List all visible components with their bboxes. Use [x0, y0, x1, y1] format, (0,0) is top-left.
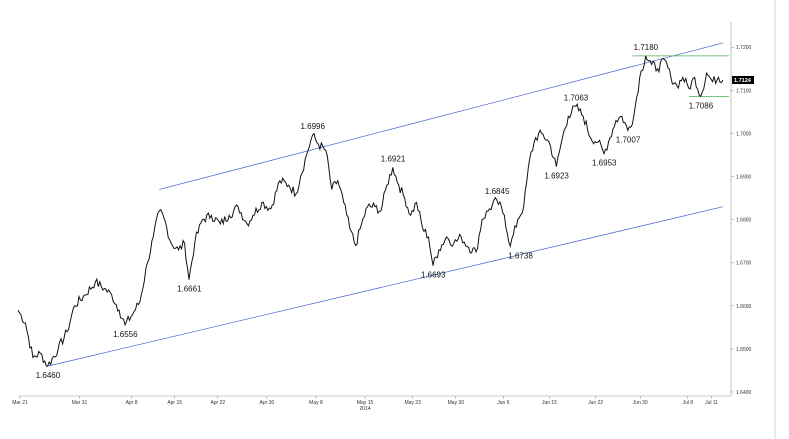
- y-tick-label: 1.6800: [736, 218, 752, 224]
- x-tick-label: May 8: [309, 400, 323, 406]
- x-tick-label: Jul 8: [683, 400, 694, 406]
- price-annotation: 1.6556: [113, 330, 138, 339]
- x-axis: Mar 21 Mar 31 Apr 8 Apr 15 Apr 22 Apr 30 May 8…: [12, 396, 718, 412]
- price-annotation: 1.6953: [592, 159, 617, 168]
- y-tick-label: 1.6500: [736, 347, 752, 353]
- x-tick-label: Jun 15: [542, 400, 557, 406]
- trend-channel: [47, 42, 724, 367]
- price-annotation: 1.6921: [381, 154, 406, 163]
- x-tick-label: Jul 11: [705, 400, 718, 406]
- year-label: 2014: [360, 406, 371, 412]
- x-tick-label: May 30: [448, 400, 465, 406]
- y-tick-label: 1.7000: [736, 131, 752, 137]
- price-annotation: 1.6460: [36, 371, 61, 380]
- y-tick-label: 1.6700: [736, 261, 752, 267]
- price-line: [17, 55, 724, 367]
- x-tick-label: Apr 15: [167, 400, 182, 406]
- y-tick-label: 1.6600: [736, 304, 752, 310]
- x-tick-label: Mar 31: [72, 400, 88, 406]
- y-tick-label: 1.7100: [736, 88, 752, 94]
- x-tick-label: May 15: [357, 400, 374, 406]
- price-annotation: 1.7063: [564, 93, 589, 102]
- x-tick-label: Jun 22: [588, 400, 603, 406]
- last-price-badge-box: [732, 75, 754, 84]
- price-annotation: 1.7180: [634, 43, 659, 52]
- price-annotation: 1.6738: [508, 251, 533, 260]
- x-tick-label: Jun 30: [633, 400, 648, 406]
- x-tick-label: May 23: [404, 400, 421, 406]
- y-tick-label: 1.6400: [736, 390, 752, 396]
- x-tick-label: Apr 30: [260, 400, 275, 406]
- y-axis: 1.7200 1.7100 1.7000 1.6900 1.6800 1.6700 1.66…: [18, 0, 776, 439]
- x-tick-label: Apr 8: [126, 400, 138, 406]
- price-annotation: 1.7086: [689, 101, 714, 110]
- x-tick-label: Jun 6: [497, 400, 509, 406]
- channel-lower-line: [47, 206, 724, 367]
- y-tick-label: 1.6900: [736, 175, 752, 181]
- x-tick-label: Mar 21: [12, 400, 28, 406]
- last-price-badge: 1.7124: [732, 75, 754, 84]
- last-price-value: 1.7124: [734, 78, 752, 84]
- price-annotation: 1.6996: [300, 122, 325, 131]
- price-annotations: 1.6460 1.6556 1.6661 1.6996 1.6921 1.6693 1.68…: [36, 43, 714, 380]
- price-annotation: 1.6661: [177, 285, 202, 294]
- channel-upper-line: [159, 42, 724, 190]
- x-tick-label: Apr 22: [210, 400, 225, 406]
- range-lines: [632, 55, 729, 97]
- price-annotation: 1.7007: [616, 135, 641, 144]
- price-annotation: 1.6693: [421, 271, 446, 280]
- y-tick-label: 1.7200: [736, 45, 752, 51]
- price-annotation: 1.6923: [544, 172, 569, 181]
- price-annotation: 1.6845: [485, 187, 510, 196]
